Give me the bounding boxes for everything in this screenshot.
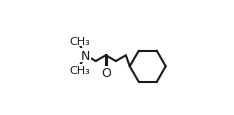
Text: CH₃: CH₃ (69, 36, 90, 46)
Text: O: O (101, 67, 111, 79)
Text: N: N (81, 49, 90, 62)
Text: CH₃: CH₃ (69, 65, 90, 75)
